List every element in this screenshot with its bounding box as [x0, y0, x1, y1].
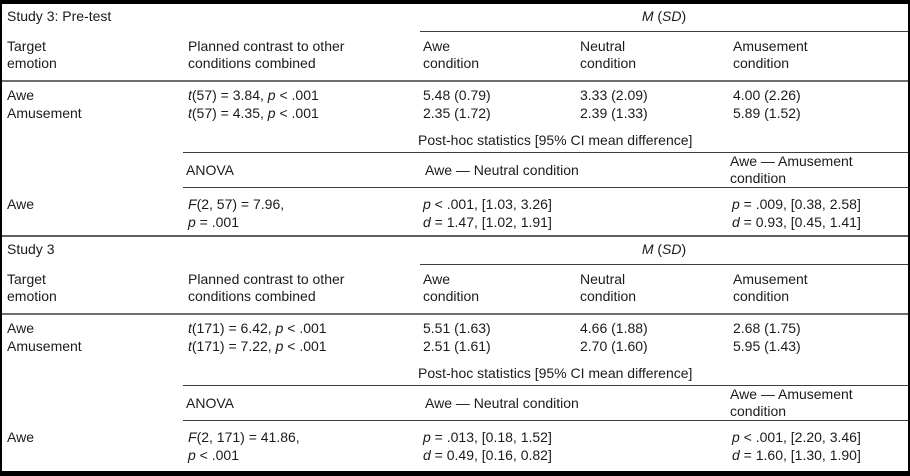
row-amusement-mean: 4.00 (2.26)	[733, 87, 801, 103]
header-planned-contrast: Planned contrast to other conditions com…	[188, 271, 345, 304]
table-row: Amusement t(57) = 4.35, p < .001 2.35 (1…	[2, 104, 908, 122]
study-label: Study 3: Pre-test	[7, 8, 112, 24]
header-awe-condition: Awe condition	[423, 271, 480, 304]
row-neutral-mean: 2.39 (1.33)	[580, 105, 648, 121]
msd-label: M (SD)	[641, 8, 687, 24]
posthoc-awe-neutral: p < .001, [1.03, 3.26] d = 1.47, [1.02, …	[423, 196, 552, 230]
row-awe-mean: 2.35 (1.72)	[423, 105, 491, 121]
anova-f-stat: F(2, 171) = 41.86, p < .001	[188, 429, 300, 463]
row-emotion: Amusement	[7, 105, 82, 121]
anova-label: ANOVA	[186, 161, 234, 178]
header-planned-contrast: Planned contrast to other conditions com…	[188, 38, 345, 71]
row-awe-mean: 2.51 (1.61)	[423, 338, 491, 354]
posthoc-awe-amusement: p < .001, [2.20, 3.46] d = 1.60, [1.30, …	[732, 429, 861, 463]
row-emotion: Awe	[7, 87, 34, 103]
posthoc-label: Post-hoc statistics [95% CI mean differe…	[418, 132, 693, 148]
header-neutral-condition: Neutral condition	[580, 38, 637, 71]
header-amusement-condition: Amusement condition	[733, 271, 808, 304]
anova-label: ANOVA	[186, 394, 234, 411]
anova-stats-row: Awe F(2, 57) = 7.96, p = .001 p < .001, …	[2, 188, 908, 235]
header-neutral-condition: Neutral condition	[580, 271, 637, 304]
row-emotion: Amusement	[7, 338, 82, 354]
header-target-emotion: Target emotion	[7, 271, 57, 304]
row-contrast: t(57) = 3.84, p < .001	[188, 87, 319, 103]
table-section-pretest: Study 3: Pre-test M (SD) Target emotion …	[2, 4, 908, 237]
anova-f-stat: F(2, 57) = 7.96, p = .001	[188, 196, 285, 230]
row-amusement-mean: 5.89 (1.52)	[733, 105, 801, 121]
contrast-awe-neutral-label: Awe — Neutral condition	[425, 161, 579, 178]
anova-stats-row: Awe F(2, 171) = 41.86, p < .001 p = .013…	[2, 421, 908, 471]
contrast-awe-amusement-label: Awe — Amusement condition	[730, 386, 853, 419]
section-title-row: Study 3 M (SD)	[2, 237, 908, 267]
posthoc-awe-amusement: p = .009, [0.38, 2.58] d = 0.93, [0.45, …	[732, 196, 861, 230]
table-section-study3: Study 3 M (SD) Target emotion Planned co…	[2, 237, 908, 471]
study-label: Study 3	[7, 241, 55, 257]
row-contrast: t(57) = 4.35, p < .001	[188, 105, 319, 121]
row-neutral-mean: 4.66 (1.88)	[580, 320, 648, 336]
row-amusement-mean: 5.95 (1.43)	[733, 338, 801, 354]
row-contrast: t(171) = 6.42, p < .001	[188, 320, 327, 336]
contrast-awe-amusement-label: Awe — Amusement condition	[730, 153, 853, 186]
row-awe-mean: 5.48 (0.79)	[423, 87, 491, 103]
header-target-emotion: Target emotion	[7, 38, 57, 71]
contrast-awe-neutral-label: Awe — Neutral condition	[425, 394, 579, 411]
msd-spanner-header: M (SD)	[420, 4, 908, 32]
row-neutral-mean: 3.33 (2.09)	[580, 87, 648, 103]
table-row: Awe t(171) = 6.42, p < .001 5.51 (1.63) …	[2, 315, 908, 337]
row-awe-mean: 5.51 (1.63)	[423, 320, 491, 336]
row-amusement-mean: 2.68 (1.75)	[733, 320, 801, 336]
table-row: Awe t(57) = 3.84, p < .001 5.48 (0.79) 3…	[2, 82, 908, 104]
posthoc-header-row: Post-hoc statistics [95% CI mean differe…	[2, 355, 908, 385]
row-emotion: Awe	[7, 196, 34, 212]
posthoc-label: Post-hoc statistics [95% CI mean differe…	[418, 365, 693, 381]
column-header-row: Target emotion Planned contrast to other…	[2, 34, 908, 82]
header-awe-condition: Awe condition	[423, 38, 480, 71]
posthoc-awe-neutral: p = .013, [0.18, 1.52] d = 0.49, [0.16, …	[423, 429, 552, 463]
column-header-row: Target emotion Planned contrast to other…	[2, 267, 908, 315]
row-emotion: Awe	[7, 429, 34, 445]
header-amusement-condition: Amusement condition	[733, 38, 808, 71]
table-row: Amusement t(171) = 7.22, p < .001 2.51 (…	[2, 337, 908, 355]
anova-header-row: ANOVA Awe — Neutral condition Awe — Amus…	[183, 385, 908, 421]
row-emotion: Awe	[7, 320, 34, 336]
row-contrast: t(171) = 7.22, p < .001	[188, 338, 327, 354]
row-neutral-mean: 2.70 (1.60)	[580, 338, 648, 354]
section-title-row: Study 3: Pre-test M (SD)	[2, 4, 908, 34]
anova-header-row: ANOVA Awe — Neutral condition Awe — Amus…	[183, 152, 908, 188]
msd-spanner-header: M (SD)	[420, 237, 908, 265]
posthoc-header-row: Post-hoc statistics [95% CI mean differe…	[2, 122, 908, 152]
msd-label: M (SD)	[641, 241, 687, 257]
